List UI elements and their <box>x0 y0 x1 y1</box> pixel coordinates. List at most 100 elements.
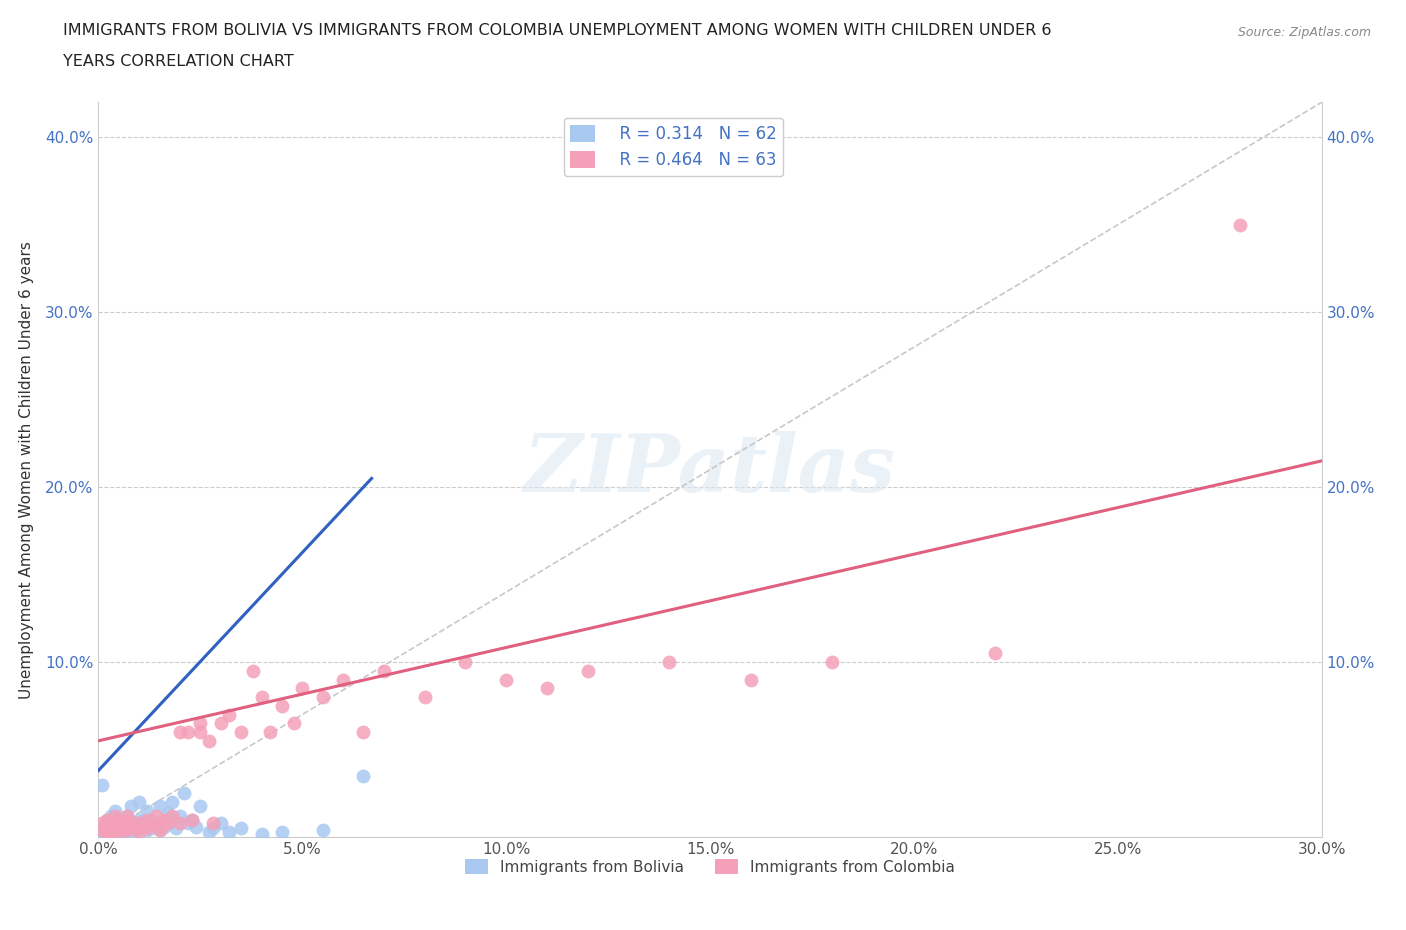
Point <box>169 816 191 830</box>
Point <box>250 826 273 841</box>
Point <box>231 724 253 739</box>
Point <box>111 821 134 836</box>
Point <box>152 812 174 827</box>
Point <box>149 822 172 837</box>
Point <box>108 819 131 834</box>
Point <box>104 822 127 837</box>
Point <box>120 819 142 834</box>
Point <box>108 822 131 837</box>
Point <box>169 808 191 823</box>
Text: IMMIGRANTS FROM BOLIVIA VS IMMIGRANTS FROM COLOMBIA UNEMPLOYMENT AMONG WOMEN WIT: IMMIGRANTS FROM BOLIVIA VS IMMIGRANTS FR… <box>63 23 1052 38</box>
Point <box>740 672 762 687</box>
Point <box>132 819 155 834</box>
Text: YEARS CORRELATION CHART: YEARS CORRELATION CHART <box>63 54 294 69</box>
Point <box>136 812 159 827</box>
Point <box>186 819 208 834</box>
Point <box>104 826 127 841</box>
Point <box>283 716 305 731</box>
Point <box>100 816 122 830</box>
Point <box>96 824 118 839</box>
Point <box>352 724 374 739</box>
Point <box>128 794 150 809</box>
Point <box>160 808 183 823</box>
Point <box>270 824 294 839</box>
Point <box>111 814 134 829</box>
Point <box>149 798 172 813</box>
Point <box>124 821 146 836</box>
Point <box>108 819 131 834</box>
Point <box>128 812 150 827</box>
Point <box>242 663 264 678</box>
Point <box>312 690 335 705</box>
Point <box>173 786 195 801</box>
Point <box>145 817 167 832</box>
Point <box>96 826 118 841</box>
Point <box>188 716 212 731</box>
Point <box>145 808 167 823</box>
Point <box>576 663 599 678</box>
Point <box>141 812 163 827</box>
Point <box>104 814 127 829</box>
Point <box>181 812 204 827</box>
Point <box>120 819 142 834</box>
Point <box>128 821 150 836</box>
Point <box>312 822 335 837</box>
Point <box>160 794 183 809</box>
Point <box>115 808 138 823</box>
Point <box>136 821 159 836</box>
Point <box>91 816 114 830</box>
Point <box>197 824 219 839</box>
Point <box>132 819 155 834</box>
Point <box>124 824 146 839</box>
Point <box>454 655 477 670</box>
Point <box>209 816 232 830</box>
Point <box>536 681 558 696</box>
Point <box>108 812 131 827</box>
Point <box>120 798 142 813</box>
Point <box>100 826 122 841</box>
Point <box>984 646 1007 661</box>
Point <box>128 816 150 830</box>
Point <box>259 724 281 739</box>
Point <box>108 812 131 827</box>
Point <box>413 690 436 705</box>
Point <box>124 816 146 830</box>
Point <box>201 816 224 830</box>
Point <box>136 822 159 837</box>
Point <box>100 821 122 836</box>
Point <box>169 724 191 739</box>
Point <box>132 814 155 829</box>
Point <box>218 707 240 722</box>
Point <box>149 822 172 837</box>
Point <box>141 816 163 830</box>
Point <box>108 817 131 832</box>
Point <box>100 819 122 834</box>
Point <box>115 817 138 832</box>
Point <box>96 824 118 839</box>
Point <box>270 698 294 713</box>
Point <box>96 812 118 827</box>
Point <box>111 824 134 839</box>
Point <box>332 672 354 687</box>
Point <box>177 816 200 830</box>
Point <box>165 821 187 836</box>
Point <box>495 672 517 687</box>
Text: ZIPatlas: ZIPatlas <box>524 431 896 509</box>
Point <box>91 777 114 792</box>
Point <box>100 819 122 834</box>
Point <box>181 812 204 827</box>
Point <box>100 814 122 829</box>
Point <box>100 824 122 839</box>
Point <box>250 690 273 705</box>
Point <box>111 816 134 830</box>
Point <box>152 819 174 834</box>
Point <box>136 804 159 818</box>
Point <box>91 821 114 836</box>
Point <box>291 681 314 696</box>
Point <box>96 819 118 834</box>
Point <box>91 824 114 839</box>
Point <box>96 816 118 830</box>
Point <box>111 821 134 836</box>
Point <box>1229 218 1251 232</box>
Point <box>120 814 142 829</box>
